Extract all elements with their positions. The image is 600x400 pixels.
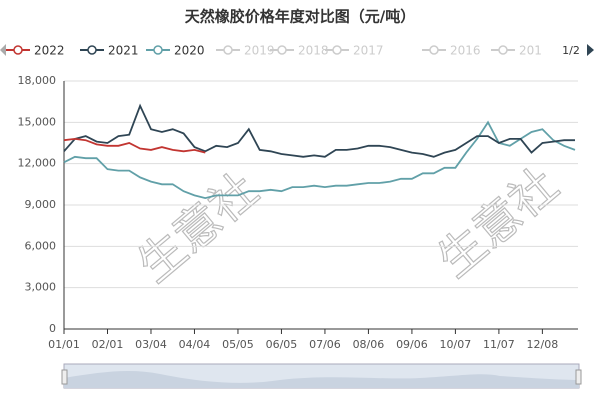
legend-next[interactable] xyxy=(587,44,594,56)
y-tick-label: 18,000 xyxy=(18,74,57,87)
y-tick-label: 0 xyxy=(49,322,56,335)
x-tick-label: 06/05 xyxy=(266,338,298,351)
legend-marker xyxy=(332,45,342,55)
legend-label[interactable]: 2018 xyxy=(298,44,329,58)
legend-marker xyxy=(13,45,23,55)
legend-label[interactable]: 2017 xyxy=(353,44,384,58)
legend-marker xyxy=(277,45,287,55)
x-tick-label: 05/05 xyxy=(222,338,254,351)
watermark: 生意社 xyxy=(128,162,268,292)
y-tick-label: 12,000 xyxy=(18,157,57,170)
x-tick-label: 07/06 xyxy=(309,338,341,351)
x-tick-label: 04/04 xyxy=(179,338,211,351)
legend-label[interactable]: 2019 xyxy=(244,44,275,58)
legend-label[interactable]: 2016 xyxy=(450,44,481,58)
legend-prev[interactable] xyxy=(0,44,6,56)
legend: 2022 2021 2020 2019 2018 2017 2016 201 xyxy=(6,44,542,58)
legend-marker xyxy=(223,45,233,55)
x-tick-label: 03/04 xyxy=(135,338,167,351)
y-tick-label: 3,000 xyxy=(25,281,57,294)
x-tick-label: 12/08 xyxy=(527,338,559,351)
x-tick-label: 08/06 xyxy=(353,338,385,351)
y-tick-label: 6,000 xyxy=(25,239,57,252)
zoom-handle[interactable] xyxy=(61,369,68,385)
data-zoom[interactable] xyxy=(61,363,582,389)
x-tick-label: 01/01 xyxy=(48,338,80,351)
legend-marker xyxy=(153,45,163,55)
chart-title: 天然橡胶价格年度对比图（元/吨） xyxy=(185,8,415,26)
legend-label[interactable]: 2021 xyxy=(108,44,139,58)
series-line xyxy=(63,103,575,158)
watermark: 生意社 xyxy=(428,157,568,287)
x-tick-label: 11/07 xyxy=(483,338,515,351)
legend-marker xyxy=(498,45,508,55)
watermark-group: 生意社 生意社 xyxy=(127,157,569,293)
legend-label[interactable]: 2020 xyxy=(174,44,205,58)
legend-page: 1/2 xyxy=(562,44,580,57)
legend-marker xyxy=(87,45,97,55)
y-tick-label: 9,000 xyxy=(25,198,57,211)
x-tick-label: 10/07 xyxy=(440,338,472,351)
zoom-handle[interactable] xyxy=(575,369,582,385)
x-tick-label: 09/06 xyxy=(396,338,428,351)
series-line xyxy=(63,120,576,200)
series-line xyxy=(63,137,206,154)
legend-marker xyxy=(429,45,439,55)
y-tick-label: 15,000 xyxy=(18,115,57,128)
x-tick-label: 02/01 xyxy=(92,338,124,351)
zoom-shadow xyxy=(64,371,579,388)
legend-label[interactable]: 2022 xyxy=(34,44,65,58)
legend-label[interactable]: 201 xyxy=(519,44,542,58)
